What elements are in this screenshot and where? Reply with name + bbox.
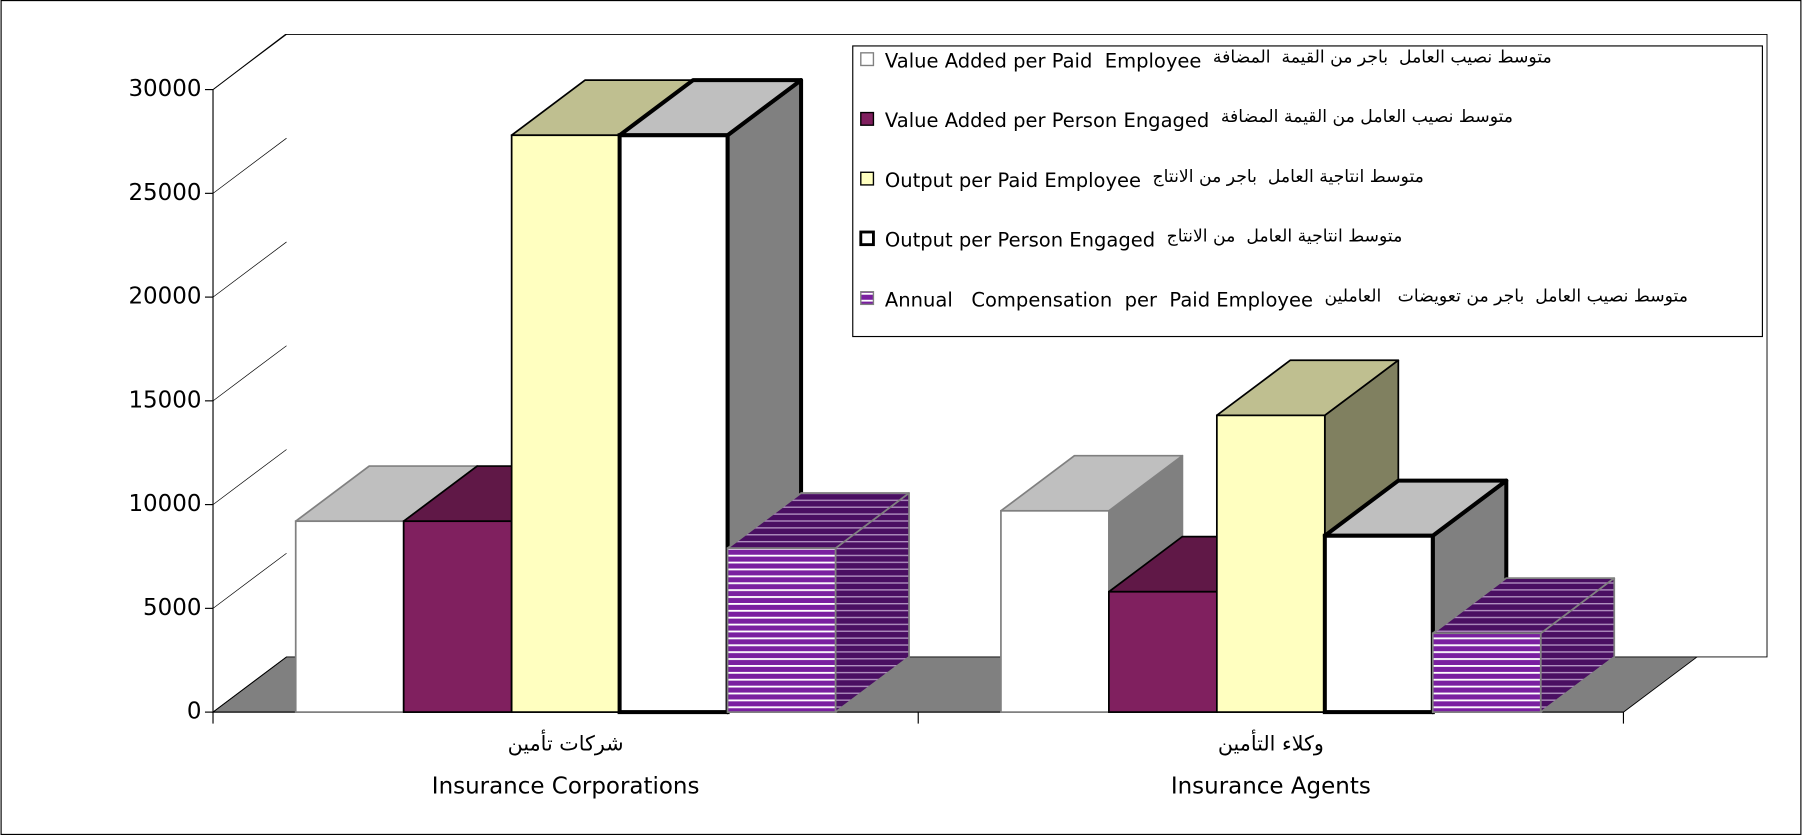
legend-swatch	[859, 230, 875, 247]
x-tick-label-ar: وكلاء التأمين	[1218, 729, 1324, 755]
y-tick-label: 5000	[143, 595, 201, 621]
x-tick-label-ar: شركات تأمين	[508, 729, 624, 755]
y-tick-depth	[212, 552, 287, 609]
y-tick-label: 10000	[128, 491, 201, 517]
bar	[726, 492, 910, 713]
x-tick-label: Insurance Corporations	[432, 773, 700, 799]
legend-label: Annual Compensation per Paid Employee	[885, 288, 1313, 311]
bar	[1431, 577, 1616, 713]
bar-front	[1215, 414, 1326, 713]
legend-swatch	[860, 171, 875, 186]
bar-front	[726, 547, 837, 713]
legend	[852, 45, 1763, 338]
y-tick-label: 30000	[128, 76, 201, 102]
bar-front	[294, 520, 405, 713]
legend-label: Value Added per Person Engaged	[885, 109, 1209, 132]
legend-swatch	[860, 291, 875, 306]
legend-label: Output per Person Engaged	[885, 229, 1155, 252]
y-tick-depth	[212, 241, 287, 298]
bar-front	[617, 133, 730, 715]
y-tick-depth	[212, 449, 287, 505]
bar-front	[1000, 509, 1110, 713]
legend-label-ar: متوسط انتاجية العامل باجر من الانتاج	[1153, 167, 1424, 187]
legend-label-ar: متوسط نصيب العامل باجر من تعويضات العامل…	[1324, 286, 1688, 306]
legend-label-ar: متوسط انتاجية العامل من الانتاج	[1167, 227, 1403, 247]
legend-label-ar: متوسط نصيب العامل باجر من القيمة المضافة	[1213, 47, 1552, 67]
legend-label-ar: متوسط نصيب العامل من القيمة المضافة	[1221, 107, 1513, 127]
y-tick-label: 15000	[128, 387, 201, 413]
y-tick-label: 25000	[128, 180, 201, 206]
legend-swatch	[860, 52, 875, 67]
y-tick-depth	[212, 656, 287, 713]
bar-front	[402, 520, 513, 713]
bar-front	[510, 134, 621, 713]
y-tick-label: 0	[187, 699, 202, 725]
bar-front	[1108, 590, 1218, 713]
x-tick-label: Insurance Agents	[1171, 773, 1371, 799]
bar-front	[1431, 632, 1542, 713]
legend-label: Output per Paid Employee	[885, 169, 1141, 192]
bar-front	[1322, 533, 1435, 715]
y-tick-depth	[212, 34, 287, 90]
legend-swatch	[860, 111, 875, 126]
y-tick-label: 20000	[128, 284, 201, 310]
legend-label: Value Added per Paid Employee	[885, 50, 1202, 73]
y-tick-depth	[212, 137, 287, 194]
y-tick-depth	[212, 345, 287, 402]
